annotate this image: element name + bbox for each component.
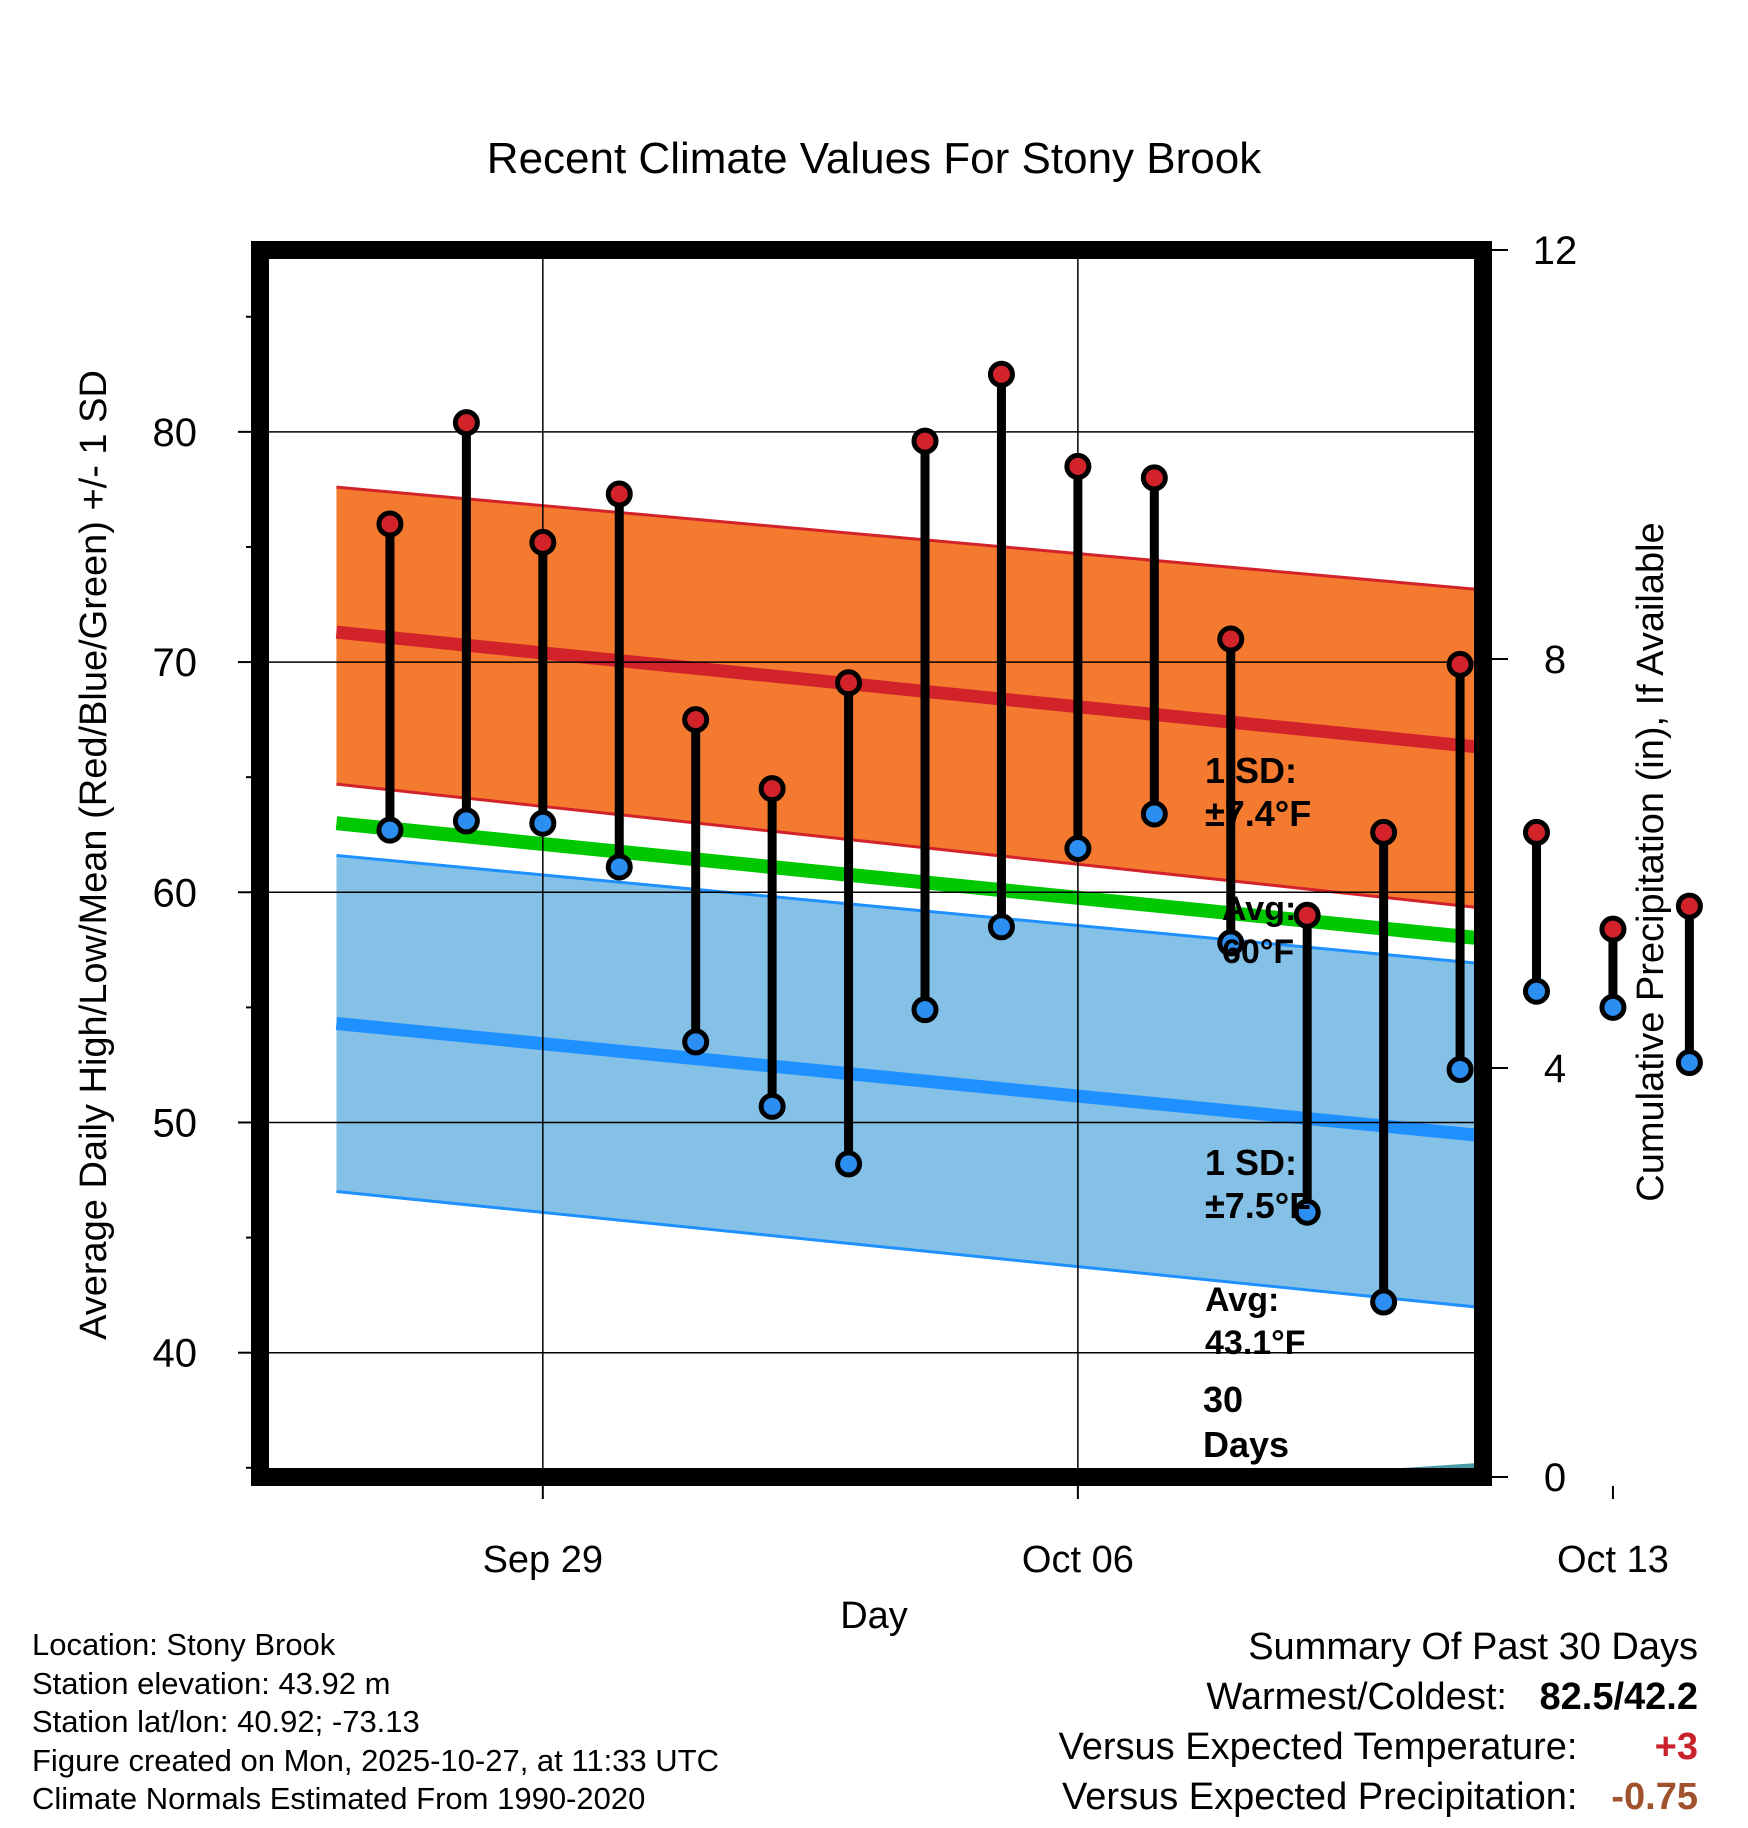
high-dot [1446, 650, 1474, 678]
high-avg-value: 60°F [1222, 933, 1294, 971]
high-dot [1064, 452, 1092, 480]
high-dot [1599, 915, 1627, 943]
high-sd-label: 1 SD: [1205, 750, 1297, 791]
high-dot [758, 775, 786, 803]
temp-value: +3 [1654, 1726, 1698, 1768]
data-marks [376, 360, 1703, 1316]
low-dot [1599, 993, 1627, 1021]
high-dot [1370, 818, 1398, 846]
low-sd-value: ±7.5°F [1205, 1185, 1311, 1226]
high-dot [1140, 464, 1168, 492]
low-dot [376, 816, 404, 844]
low-dot [1140, 800, 1168, 828]
low-dot [1370, 1288, 1398, 1316]
y2-axis-label: Cumulative Precipitation (in), If Availa… [1630, 522, 1672, 1201]
plot-area [260, 250, 1483, 1477]
high-dot [911, 427, 939, 455]
low-dot [1523, 977, 1551, 1005]
low-dot [835, 1150, 863, 1178]
period-unit: Days [1203, 1424, 1289, 1465]
warmest-label: Warmest/Coldest: [1206, 1676, 1507, 1718]
high-dot [1293, 901, 1321, 929]
high-dot [376, 510, 404, 538]
low-dot [682, 1028, 710, 1056]
summary-panel: Summary Of Past 30 Days Warmest/Coldest:… [1059, 1622, 1698, 1822]
low-dot [758, 1092, 786, 1120]
high-dot [987, 360, 1015, 388]
y2-tick-label: 0 [1544, 1456, 1566, 1500]
high-dot [1675, 892, 1703, 920]
low-avg-label: Avg: [1205, 1281, 1279, 1319]
x-tick-label: Oct 06 [1022, 1539, 1134, 1581]
warmest-value: 82.5/42.2 [1539, 1676, 1698, 1718]
station-info: Location: Stony Brook Station elevation:… [32, 1626, 719, 1819]
low-dot [987, 913, 1015, 941]
avg-high-line [335, 625, 1483, 755]
high-dot [605, 480, 633, 508]
high-dot [1217, 625, 1245, 653]
x-axis-label: Day [840, 1595, 908, 1637]
low-band-upper-edge [336, 853, 1483, 966]
climate-normals-note: Climate Normals Estimated From 1990-2020 [32, 1781, 646, 1816]
avg-mean-line [335, 816, 1483, 946]
low-dot [1293, 1198, 1321, 1226]
summary-warmest-row: Warmest/Coldest: 82.5/42.2 [1059, 1672, 1698, 1722]
station-latlon: Station lat/lon: 40.92; -73.13 [32, 1704, 420, 1739]
station-location: Location: Stony Brook [32, 1627, 336, 1662]
y2-tick-label: 4 [1544, 1047, 1566, 1091]
low-dot [529, 809, 557, 837]
summary-temp-row: Versus Expected Temperature: +3 [1059, 1722, 1698, 1772]
y-tick-label: 50 [153, 1101, 198, 1145]
low-dot [1064, 835, 1092, 863]
low-band-lower-edge [336, 1190, 1483, 1310]
high-avg-label: Avg: [1222, 890, 1296, 928]
high-sd-value: ±7.4°F [1205, 793, 1311, 834]
period-number: 30 [1203, 1379, 1243, 1420]
plot-frame [251, 241, 1492, 1486]
precip-label: Versus Expected Precipitation: [1062, 1776, 1578, 1818]
y-tick-label: 40 [153, 1332, 198, 1376]
high-dot [529, 528, 557, 556]
low-sd-label: 1 SD: [1205, 1142, 1297, 1183]
low-dot [911, 996, 939, 1024]
high-band-lower-edge [336, 782, 1483, 910]
x-tick-label: Sep 29 [483, 1539, 603, 1581]
high-dot [452, 409, 480, 437]
y-tick-label: 80 [153, 411, 198, 455]
precip-value: -0.75 [1611, 1776, 1698, 1818]
high-dot [835, 669, 863, 697]
low-avg-value: 43.1°F [1205, 1324, 1306, 1362]
high-dot [1523, 818, 1551, 846]
y2-tick-label: 8 [1544, 638, 1566, 682]
y-tick-label: 70 [153, 641, 198, 685]
low-dot [605, 853, 633, 881]
y-axis-label: Average Daily High/Low/Mean (Red/Blue/Gr… [73, 370, 115, 1340]
high-band-upper-edge [336, 485, 1483, 592]
avg-low-line [335, 1017, 1483, 1143]
low-dot [452, 807, 480, 835]
high-dot [682, 706, 710, 734]
station-elevation: Station elevation: 43.92 m [32, 1665, 391, 1701]
figure-created: Figure created on Mon, 2025-10-27, at 11… [32, 1742, 719, 1778]
temp-label: Versus Expected Temperature: [1058, 1726, 1578, 1768]
low-dot [1675, 1049, 1703, 1077]
summary-precip-row: Versus Expected Precipitation: -0.75 [1059, 1772, 1698, 1822]
chart-title: Recent Climate Values For Stony Brook [487, 134, 1262, 183]
x-tick-label: Oct 13 [1557, 1539, 1669, 1581]
summary-title: Summary Of Past 30 Days [1248, 1626, 1698, 1668]
low-dot [1217, 929, 1245, 957]
y-tick-label: 60 [153, 871, 198, 915]
low-dot [1446, 1056, 1474, 1084]
y2-tick-label: 12 [1533, 229, 1578, 273]
